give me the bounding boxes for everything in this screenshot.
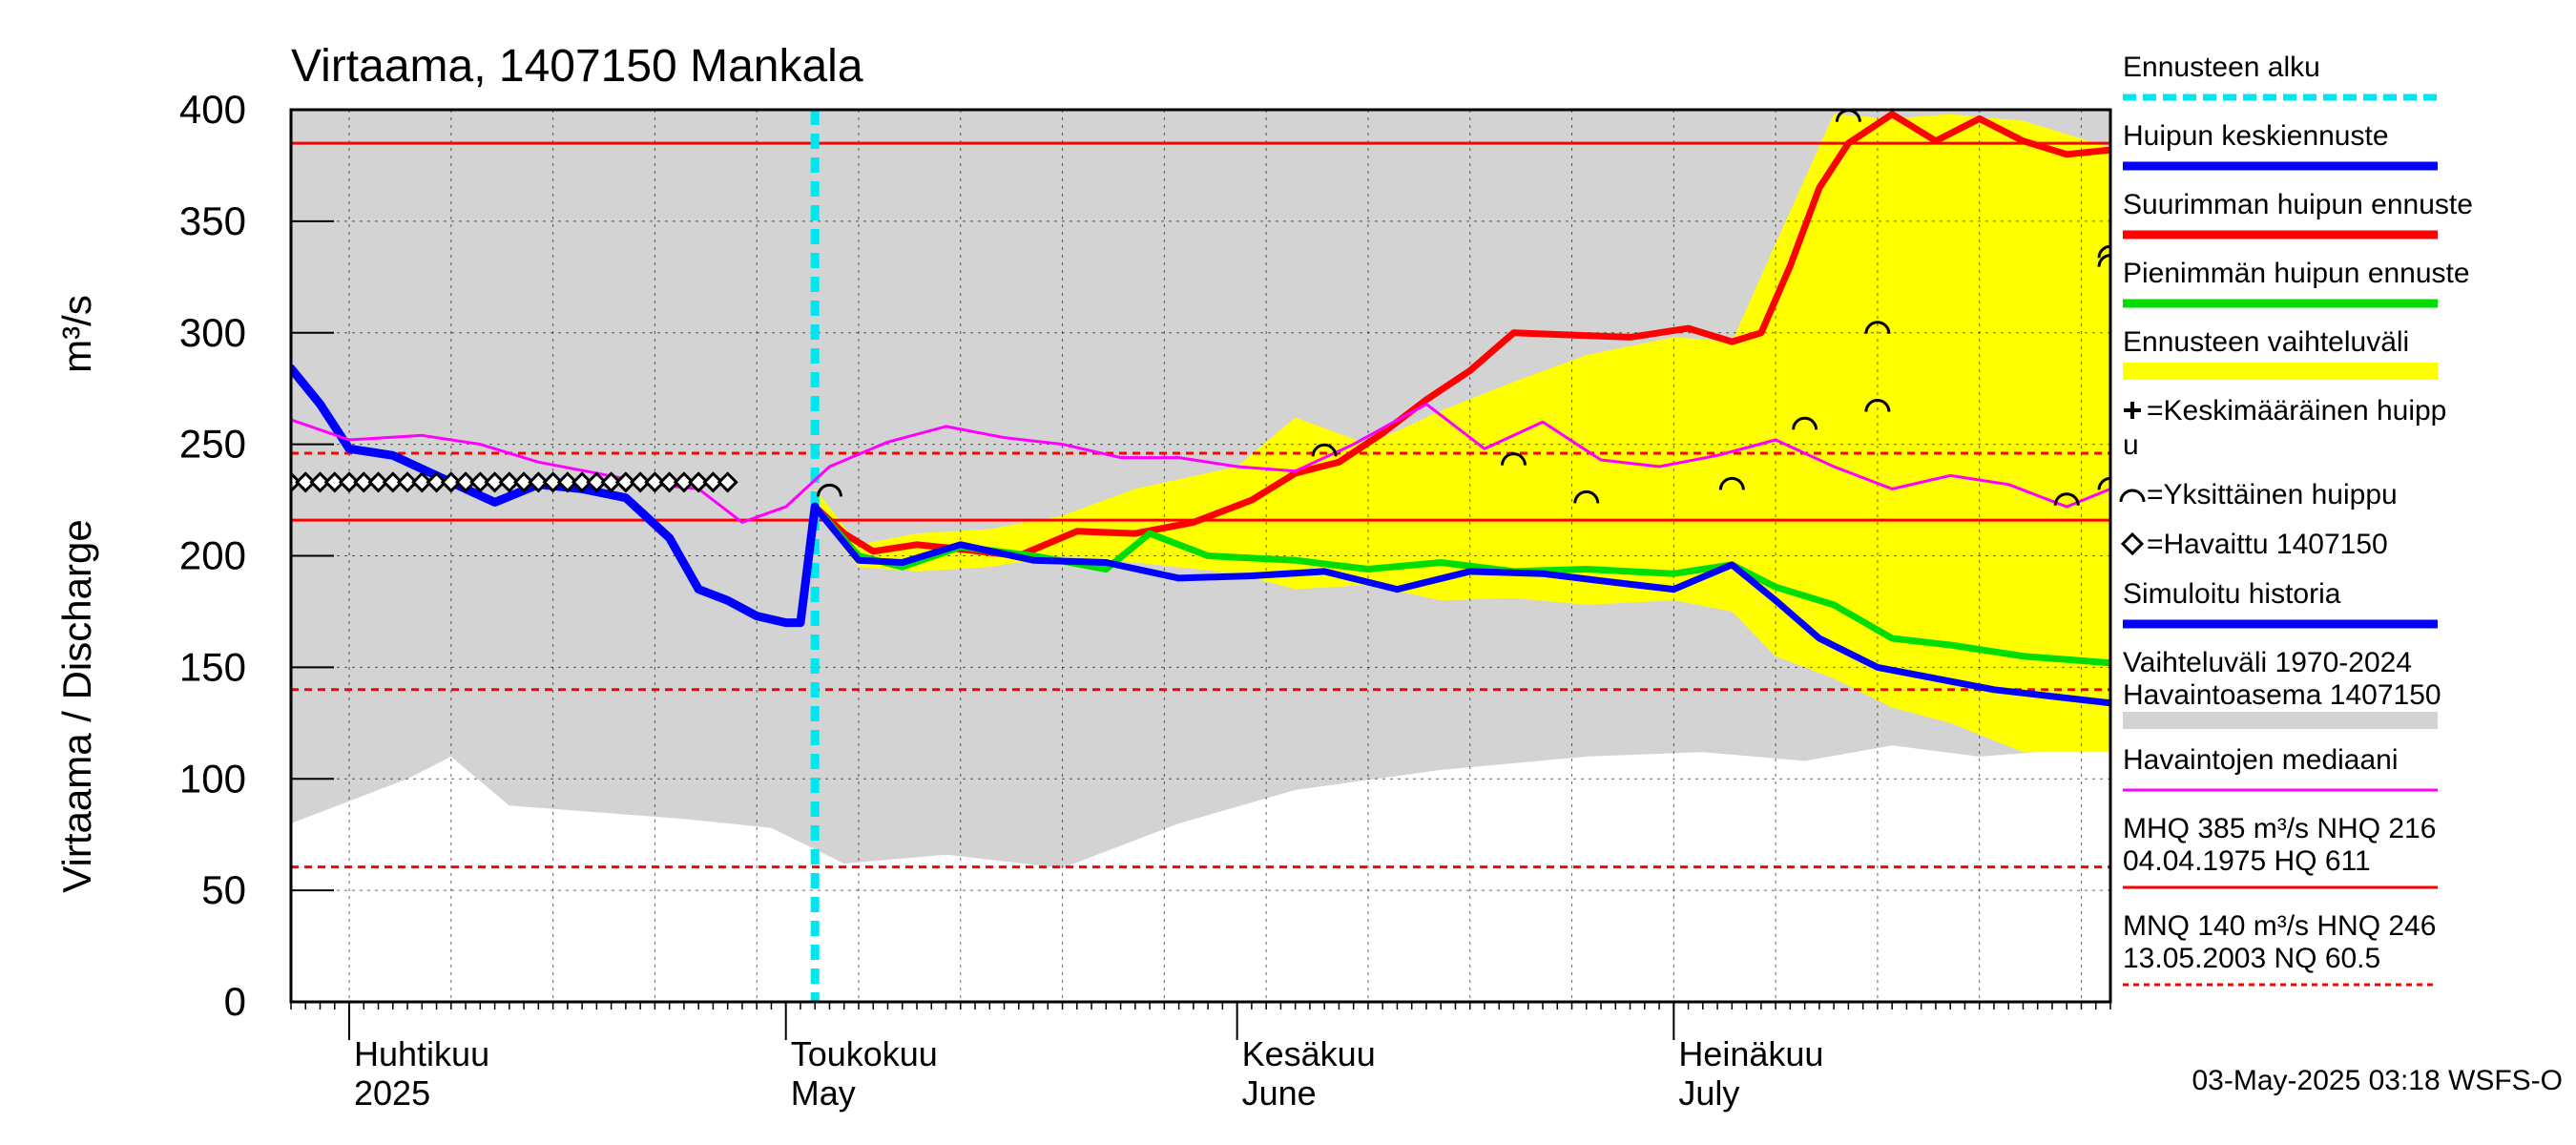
plus-icon [2124, 402, 2141, 419]
observed-point [717, 471, 738, 493]
y-tick-label: 350 [179, 198, 246, 243]
series-huipun-keskiennuste [811, 503, 2110, 707]
month-label: Heinäkuu [1678, 1034, 1823, 1073]
legend-item: Pienimmän huipun ennuste [2123, 258, 2470, 308]
legend-label: MNQ 140 m³/s HNQ 246 [2123, 910, 2436, 942]
legend-item: Huipun keskiennuste [2123, 120, 2438, 171]
legend-label: Ennusteen alku [2123, 52, 2320, 83]
legend-label-2: 13.05.2003 NQ 60.5 [2123, 943, 2380, 974]
legend-label: Huipun keskiennuste [2123, 120, 2389, 152]
y-tick-label: 50 [201, 867, 246, 912]
month-label: Toukokuu [791, 1034, 938, 1073]
single-peak-marker [2097, 476, 2110, 490]
legend-item: Vaihteluväli 1970-2024 Havaintoasema 140… [2123, 647, 2441, 729]
legend-item: =Havaittu 1407150 [2120, 529, 2388, 560]
observed-series [291, 471, 738, 493]
legend-swatch [2123, 363, 2438, 380]
single-peak-marker [1573, 489, 1600, 504]
legend-label: Ennusteen vaihteluväli [2123, 326, 2409, 358]
legend-item: Ennusteen alku [2123, 52, 2438, 101]
footer-timestamp: 03-May-2025 03:18 WSFS-O [2192, 1065, 2564, 1096]
legend-label-2: 04.04.1975 HQ 611 [2123, 845, 2371, 877]
legend-item: Havaintojen mediaani [2123, 744, 2438, 792]
single-peak-marker [1864, 399, 1891, 412]
y-tick-label: 200 [179, 533, 246, 578]
single-peak-marker [1501, 452, 1527, 466]
month-sublabel: July [1678, 1073, 1739, 1113]
legend-label: =Havaittu 1407150 [2147, 529, 2388, 560]
legend-label: =Keskimääräinen huipp [2147, 395, 2446, 427]
legend-item: Suurimman huipun ennuste [2123, 189, 2473, 239]
legend-label: Vaihteluväli 1970-2024 [2123, 647, 2412, 678]
plot-inner [291, 110, 2110, 1002]
legend: Ennusteen alku Huipun keskiennuste Suurimm… [2119, 52, 2473, 987]
single-peak-marker [816, 483, 842, 497]
y-axis-label: Virtaama / Discharge [54, 519, 99, 892]
legend-label: =Yksittäinen huippu [2147, 479, 2398, 510]
y-tick-label: 400 [179, 87, 246, 132]
legend-label-2: Havaintoasema 1407150 [2123, 679, 2441, 711]
legend-item: =Keskimääräinen huippu [2123, 395, 2446, 461]
legend-label: Havaintojen mediaani [2123, 744, 2399, 776]
single-peak-marker [1864, 321, 1891, 334]
legend-item: =Yksittäinen huippu [2119, 479, 2398, 510]
legend-swatch [2123, 712, 2438, 729]
plot-area [289, 108, 2112, 1004]
single-peak-marker [1718, 476, 1745, 490]
legend-label: Pienimmän huipun ennuste [2123, 258, 2470, 289]
month-sublabel: May [791, 1073, 856, 1113]
y-axis-unit: m³/s [54, 295, 99, 373]
legend-label: Simuloitu historia [2123, 578, 2341, 610]
y-tick-label: 300 [179, 310, 246, 355]
legend-label: Suurimman huipun ennuste [2123, 189, 2473, 220]
y-tick-label: 250 [179, 422, 246, 467]
legend-item: Ennusteen vaihteluväli [2123, 326, 2438, 380]
y-axis: 0 50 100 150 200 250 300 350 400 [179, 87, 334, 1024]
arc-icon [2119, 489, 2146, 503]
month-label: Huhtikuu [354, 1034, 489, 1073]
y-tick-label: 150 [179, 644, 246, 689]
single-peak-marker [1311, 443, 1338, 457]
single-peak-marker [2097, 244, 2110, 259]
legend-item: Simuloitu historia [2123, 578, 2438, 629]
y-tick-label: 0 [224, 979, 246, 1024]
single-peak-marker [2053, 492, 2080, 506]
diamond-icon [2120, 531, 2145, 556]
series-simuloitu-historia [291, 364, 820, 628]
month-sublabel: 2025 [354, 1073, 430, 1113]
legend-label-2: u [2123, 429, 2139, 461]
single-peak-marker [2097, 254, 2110, 267]
single-peak-marker [1792, 416, 1818, 430]
chart-title: Virtaama, 1407150 Mankala [291, 41, 863, 92]
y-tick-label: 100 [179, 756, 246, 801]
month-label: Kesäkuu [1242, 1034, 1376, 1073]
legend-label: MHQ 385 m³/s NHQ 216 [2123, 813, 2436, 844]
month-sublabel: June [1242, 1073, 1317, 1113]
